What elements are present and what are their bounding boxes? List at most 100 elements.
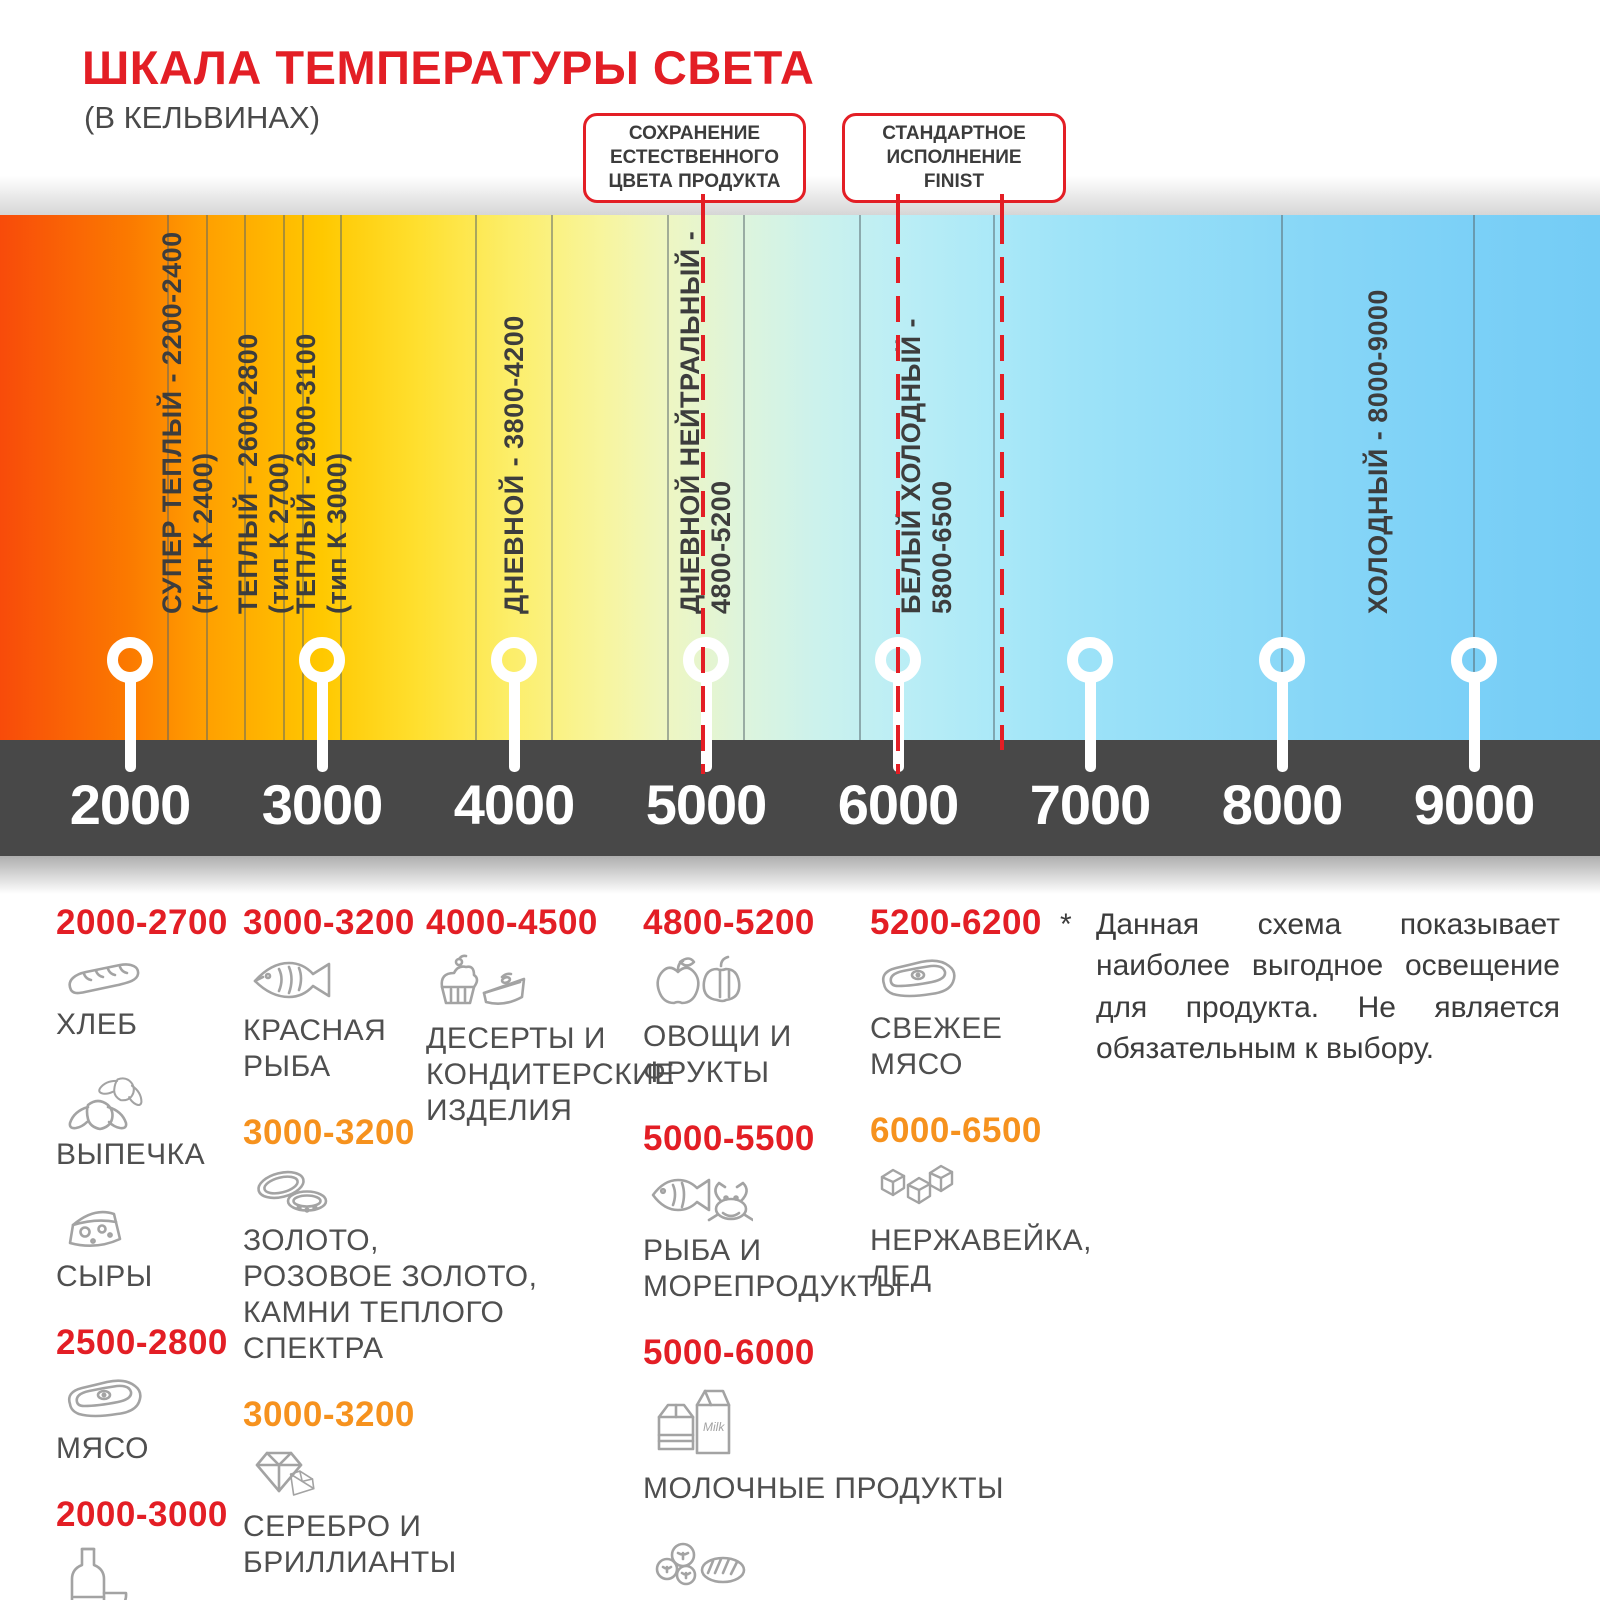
callout-guide-line-dashed bbox=[1000, 218, 1004, 750]
kelvin-range-badge: 5000-6000 bbox=[643, 1333, 815, 1372]
section-divider bbox=[858, 215, 861, 740]
legend-entry-label: ЗАМОРОЖЕННЫЕ ПОЛУФАБРИКАТЫ bbox=[643, 1597, 1004, 1600]
legend-item: 5000-6000 Milk МОЛОЧНЫЕ ПРОДУКТЫ ЗАМОРОЖ… bbox=[643, 1333, 1004, 1600]
axis-tick-label: 3000 bbox=[261, 773, 384, 836]
legend-item: 4800-5200 ОВОЩИ И ФРУКТЫ bbox=[643, 903, 1004, 1091]
section-label: ДНЕВНОЙ - 3800-4200 bbox=[499, 315, 530, 614]
tick-pin-stem bbox=[1468, 676, 1480, 772]
legend-entry-label: СЕРЕБРО И БРИЛЛИАНТЫ bbox=[243, 1510, 457, 1579]
legend-item: 3000-3200 ЗОЛОТО, РОЗОВОЕ ЗОЛОТО, КАМНИ … bbox=[243, 1113, 537, 1367]
legend-entry-label: НЕРЖАВЕЙКА, ЛЕД bbox=[870, 1224, 1092, 1293]
kelvin-gradient-band bbox=[0, 215, 1600, 740]
svg-text:Milk: Milk bbox=[703, 1420, 725, 1434]
legend-entry: Milk МОЛОЧНЫЕ ПРОДУКТЫ bbox=[643, 1383, 1004, 1507]
callout-finist-standard: СТАНДАРТНОЕ ИСПОЛНЕНИЕ FINIST bbox=[842, 113, 1066, 203]
tick-pin-stem bbox=[124, 676, 136, 772]
legend-item: 3000-3200 КРАСНАЯ РЫБА bbox=[243, 903, 537, 1085]
section-divider bbox=[666, 215, 669, 740]
section-label: ТЕПЛЫЙ - 2600-2800 (тип К 2700) bbox=[233, 333, 295, 614]
ice-icon bbox=[876, 1161, 1092, 1217]
legend-item: 5200-6200 СВЕЖЕЕ МЯСО bbox=[870, 903, 1092, 1083]
legend-item: 2500-2800 МЯСО bbox=[56, 1323, 228, 1467]
section-label-line: (тип К 2400) bbox=[187, 452, 218, 614]
legend-entry: ДЕСЕРТЫ И КОНДИТЕРСКИЕ ИЗДЕЛИЯ bbox=[426, 953, 675, 1129]
page-subtitle: (В КЕЛЬВИНАХ) bbox=[84, 100, 321, 135]
bread-icon bbox=[62, 953, 228, 1001]
section-label-line: ДНЕВНОЙ - 3800-4200 bbox=[498, 315, 529, 614]
axis-tick-label: 2000 bbox=[69, 773, 192, 836]
legend-column: 5200-6200 СВЕЖЕЕ МЯСО 6000-6500 НЕРЖАВЕЙК… bbox=[870, 903, 1092, 1323]
meat-icon bbox=[62, 1373, 228, 1425]
tick-pin-stem bbox=[700, 676, 712, 772]
legend-item: 3000-3200 СЕРЕБРО И БРИЛЛИАНТЫ bbox=[243, 1395, 537, 1581]
section-divider bbox=[1281, 215, 1283, 740]
legend-column: 3000-3200 КРАСНАЯ РЫБА 3000-3200 ЗОЛОТО, … bbox=[243, 903, 537, 1600]
callout-natural-color-text: СОХРАНЕНИЕ ЕСТЕСТВЕННОГО ЦВЕТА ПРОДУКТА bbox=[608, 123, 781, 192]
section-label-line: (тип К 3000) bbox=[322, 452, 352, 614]
vegetables-icon bbox=[649, 953, 1004, 1013]
section-divider bbox=[474, 215, 477, 740]
axis-tick-label: 6000 bbox=[837, 773, 960, 836]
callout-guide-line bbox=[701, 194, 705, 218]
legend-entry: СЫРЫ bbox=[56, 1199, 228, 1295]
section-divider bbox=[282, 215, 285, 740]
section-divider bbox=[205, 215, 208, 740]
legend-entry: ВЫПЕЧКА bbox=[56, 1069, 228, 1173]
fish-icon bbox=[249, 953, 537, 1007]
tick-pin bbox=[491, 637, 537, 683]
section-label: СУПЕР ТЕПЛЫЙ - 2200-2400 (тип К 2400) bbox=[157, 231, 219, 614]
kelvin-axis-band bbox=[0, 740, 1600, 856]
frozen-icon bbox=[649, 1533, 1004, 1591]
legend-entry: КРАСНАЯ РЫБА bbox=[243, 953, 537, 1085]
tick-pin-stem bbox=[508, 676, 520, 772]
cheese-icon bbox=[62, 1199, 228, 1253]
legend-entry-label: ДЕСЕРТЫ И КОНДИТЕРСКИЕ ИЗДЕЛИЯ bbox=[426, 1022, 675, 1127]
section-label-line: ХОЛОДНЫЙ - 8000-9000 bbox=[1362, 289, 1393, 614]
footnote-asterisk: * bbox=[1060, 908, 1072, 941]
legend-item: 5000-5500 РЫБА И МОРЕПРОДУКТЫ bbox=[643, 1119, 1004, 1305]
section-divider bbox=[340, 215, 343, 740]
kelvin-range-badge: 4000-4500 bbox=[426, 903, 598, 942]
seafood-icon bbox=[649, 1169, 1004, 1227]
kelvin-range-badge: 4800-5200 bbox=[643, 903, 815, 942]
kelvin-range-badge: 3000-3200 bbox=[243, 1113, 415, 1152]
section-label-line: 5800-6500 bbox=[926, 480, 957, 614]
tick-pin bbox=[683, 637, 729, 683]
legend-entry-label: КРАСНАЯ РЫБА bbox=[243, 1014, 387, 1083]
kelvin-range-badge: 2000-2700 bbox=[56, 903, 228, 942]
kelvin-range-badge: 3000-3200 bbox=[243, 903, 415, 942]
section-divider bbox=[167, 215, 170, 740]
legend-entry-label: ОВОЩИ И ФРУКТЫ bbox=[643, 1020, 792, 1089]
kelvin-range-badge: 6000-6500 bbox=[870, 1111, 1042, 1150]
legend-item: 2000-3000 АКОГОЛЬ bbox=[56, 1495, 228, 1600]
callout-natural-color: СОХРАНЕНИЕ ЕСТЕСТВЕННОГО ЦВЕТА ПРОДУКТА bbox=[583, 113, 806, 203]
legend-entry-label: РЫБА И МОРЕПРОДУКТЫ bbox=[643, 1234, 904, 1303]
section-divider bbox=[993, 215, 995, 740]
fresh-meat-icon bbox=[876, 953, 1092, 1005]
section-label: ХОЛОДНЫЙ - 8000-9000 bbox=[1363, 289, 1394, 614]
callout-guide-line-dashed bbox=[896, 218, 900, 774]
section-label-line: БЕЛЫЙ ХОЛОДНЫЙ - bbox=[895, 318, 926, 614]
legend-entry: ХЛЕБ bbox=[56, 953, 228, 1043]
section-divider bbox=[244, 215, 247, 740]
kelvin-range-badge: 2000-3000 bbox=[56, 1495, 228, 1534]
footnote: * Данная схема показывает наиболее выгод… bbox=[1060, 904, 1560, 1070]
legend-entry-label: ЗОЛОТО, РОЗОВОЕ ЗОЛОТО, КАМНИ ТЕПЛОГО СП… bbox=[243, 1224, 538, 1365]
legend-entry: СЕРЕБРО И БРИЛЛИАНТЫ bbox=[243, 1445, 537, 1581]
diamond-icon bbox=[249, 1445, 537, 1503]
tick-pin bbox=[107, 637, 153, 683]
legend-entry: МЯСО bbox=[56, 1373, 228, 1467]
section-label-line: СУПЕР ТЕПЛЫЙ - 2200-2400 bbox=[156, 231, 187, 614]
legend-entry: ОВОЩИ И ФРУКТЫ bbox=[643, 953, 1004, 1091]
bottom-shadow-strip bbox=[0, 856, 1600, 894]
legend-entry-label: СЫРЫ bbox=[56, 1260, 153, 1293]
legend-entry-label: СВЕЖЕЕ МЯСО bbox=[870, 1012, 1003, 1081]
axis-tick-label: 8000 bbox=[1221, 773, 1344, 836]
section-divider bbox=[1473, 215, 1475, 740]
legend-entry-label: ХЛЕБ bbox=[56, 1008, 138, 1041]
section-label-line: ТЕПЛЫЙ - 2600-2800 bbox=[233, 333, 264, 614]
tick-pin bbox=[1259, 637, 1305, 683]
tick-pin-stem bbox=[1276, 676, 1288, 772]
rings-icon bbox=[249, 1163, 537, 1217]
